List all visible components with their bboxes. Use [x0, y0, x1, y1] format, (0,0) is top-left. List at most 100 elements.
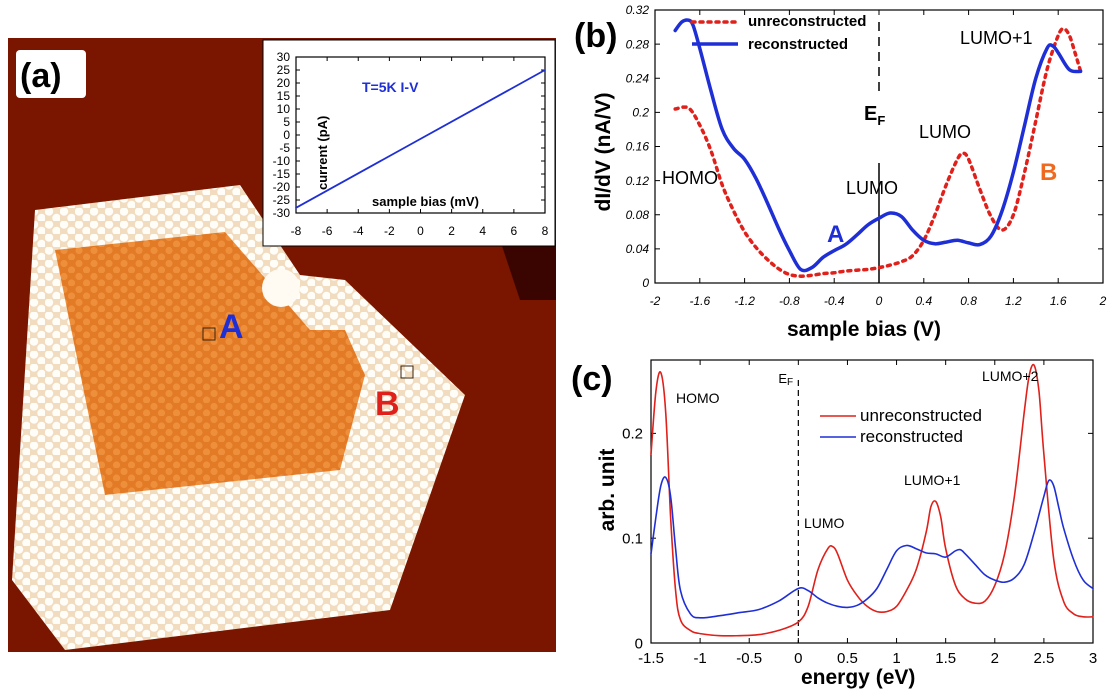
b-series-reconstructed [673, 18, 1083, 273]
b-annotation-point-b: B [1040, 159, 1057, 186]
b-x-tick-label-1-6: -1.6 [689, 294, 710, 308]
b-annotation-homo: HOMO [662, 168, 718, 188]
b-y-tick-label-0-32: 0.32 [626, 3, 650, 17]
b-x-tick-label-0-8: -0.8 [779, 294, 800, 308]
c-y-tick-label-0-2: 0.2 [622, 426, 643, 443]
c-x-tick-label-0-5: -0.5 [736, 650, 762, 667]
panel-c-plot-area: -1.5 -1 -0.5 0 0.5 1 1.5 2 2.5 3 0 0.1 0.2 EF unrecons… [596, 359, 1097, 689]
c-axes-frame [650, 359, 1094, 644]
inset-y-tick-label-15: 15 [277, 89, 291, 103]
inset-x-tick-label-4: -4 [353, 224, 364, 238]
b-x-tick-label-1-2: -1.2 [734, 294, 755, 308]
c-annotation-lumo-plus-2: LUMO+2 [982, 368, 1039, 384]
b-x-tick-label-1-2: 1.2 [1005, 294, 1022, 308]
inset-y-axis-label: current (pA) [315, 116, 330, 190]
inset-y-tick-label-20: 20 [277, 76, 291, 90]
inset-x-tick-label-2: 2 [448, 224, 455, 238]
c-x-tick-label-0-5: 0.5 [837, 650, 858, 667]
point-a-label: A [219, 308, 244, 346]
c-annotation-lumo: LUMO [804, 515, 845, 531]
inset-x-axis-label: sample bias (mV) [372, 194, 479, 209]
inset-x-tick-label-6: -6 [322, 224, 333, 238]
b-x-tick-label-0-4: 0.4 [915, 294, 932, 308]
inset-x-tick-label-2: -2 [384, 224, 395, 238]
inset-y-tick-label-10: -10 [273, 154, 291, 168]
c-x-tick-label-1: 1 [892, 650, 900, 667]
b-x-tick-label-0-8: 0.8 [960, 294, 977, 308]
panel-c: (c) -1.5 -1 -0.5 0 0.5 1 1.5 2 2.5 3 0 0.1 0.2 EF unre… [571, 359, 1097, 689]
inset-chart: -8 -6 -4 -2 0 2 4 6 8-30-25-20-15-10-50510152025… [262, 39, 556, 247]
b-y-axis-label: dI/dV (nA/V) [592, 93, 615, 212]
b-y-tick-label-0: 0 [642, 276, 649, 290]
inset-series-line-0 [295, 69, 546, 209]
inset-x-tick-label-6: 6 [511, 224, 518, 238]
island-inner-region [55, 232, 365, 495]
b-y-tick-label-0-2: 0.2 [632, 106, 649, 120]
panel-a-label-bg [16, 50, 86, 98]
c-ef-label: EF [778, 371, 793, 388]
c-annotation-homo: HOMO [676, 390, 720, 406]
inset-y-tick-label-5: -5 [279, 141, 290, 155]
inset-y-tick-label-30: -30 [273, 206, 291, 220]
panel-a-label: (a) [20, 57, 62, 95]
b-legend-label-unreconstructed: unreconstructed [748, 13, 866, 30]
b-annotation-lumo-unreconstructed: LUMO [919, 122, 971, 142]
c-ef-subscript: F [787, 377, 793, 388]
panel-b-plot-area: -2 -1.6 -1.2 -0.8 -0.4 0 0.4 0.8 1.2 1.6 2 0 0.04 0.0… [592, 3, 1107, 341]
b-y-tick-label-0-12: 0.12 [626, 174, 650, 188]
c-x-tick-label-2: 2 [991, 650, 999, 667]
c-series-unreconstructed [650, 363, 1094, 637]
b-x-tick-label-2: 2 [1099, 294, 1107, 308]
c-x-tick-label-1: -1 [693, 650, 706, 667]
inset-title: T=5K I-V [362, 79, 419, 95]
b-annotation-point-a: A [827, 221, 844, 248]
panel-b: (b) -2 -1.6 -1.2 -0.8 -0.4 0 0.4 0.8 1.2 1.6 2 0 0.0… [574, 3, 1107, 341]
c-y-axis-label: arb. unit [596, 449, 619, 532]
c-annotation-lumo-plus-1: LUMO+1 [904, 472, 961, 488]
c-x-tick-label-3: 3 [1089, 650, 1097, 667]
c-y-tick-label-0: 0 [635, 635, 643, 652]
b-x-tick-label-2: -2 [650, 294, 661, 308]
c-x-axis-label: energy (eV) [801, 666, 915, 689]
inset-x-tick-label-4: 4 [479, 224, 486, 238]
b-legend-label-reconstructed: reconstructed [748, 36, 848, 53]
b-x-tick-label-1-6: 1.6 [1050, 294, 1067, 308]
inset-y-tick-label-15: -15 [273, 167, 291, 181]
inset-y-tick-label-25: -25 [273, 193, 291, 207]
c-legend-label-reconstructed: reconstructed [860, 427, 963, 446]
inset-x-tick-label-8: 8 [542, 224, 549, 238]
inset-x-tick-label-0: 0 [417, 224, 424, 238]
point-b-label: B [375, 385, 400, 423]
inset-y-tick-label-0: 0 [283, 128, 290, 142]
marker-b-box [400, 365, 414, 379]
adsorbate-blob [262, 269, 300, 307]
inset-y-tick-label-20: -20 [273, 180, 291, 194]
c-x-tick-label-1-5: 1.5 [935, 650, 956, 667]
c-series-reconstructed [650, 476, 1094, 619]
b-x-axis-label: sample bias (V) [787, 318, 941, 341]
inset-plot-area: -8 -6 -4 -2 0 2 4 6 8-30-25-20-15-10-50510152025… [273, 50, 549, 238]
b-y-tick-label-0-28: 0.28 [626, 37, 650, 51]
panel-c-label: (c) [571, 360, 613, 398]
b-y-tick-label-0-04: 0.04 [626, 242, 650, 256]
b-x-tick-label-0: 0 [876, 294, 883, 308]
inset-y-tick-label-5: 5 [283, 115, 290, 129]
b-ef-label: EF [864, 103, 885, 128]
b-ef-subscript: F [877, 113, 885, 128]
b-annotation-lumo-plus-1: LUMO+1 [960, 28, 1033, 48]
b-y-tick-label-0-08: 0.08 [626, 208, 650, 222]
c-x-tick-label-0: 0 [794, 650, 802, 667]
inset-y-tick-label-25: 25 [277, 63, 291, 77]
c-legend-label-unreconstructed: unreconstructed [860, 406, 982, 425]
c-x-tick-label-1-5: -1.5 [638, 650, 664, 667]
inset-y-tick-label-10: 10 [277, 102, 291, 116]
c-x-tick-label-2-5: 2.5 [1033, 650, 1054, 667]
substrate-step [500, 240, 556, 300]
panel-b-label: (b) [574, 17, 617, 55]
inset-background [262, 39, 556, 247]
inset-x-tick-label-8: -8 [291, 224, 302, 238]
b-x-tick-label-0-4: -0.4 [824, 294, 845, 308]
marker-a-box [202, 327, 216, 341]
inset-y-tick-label-30: 30 [277, 50, 291, 64]
